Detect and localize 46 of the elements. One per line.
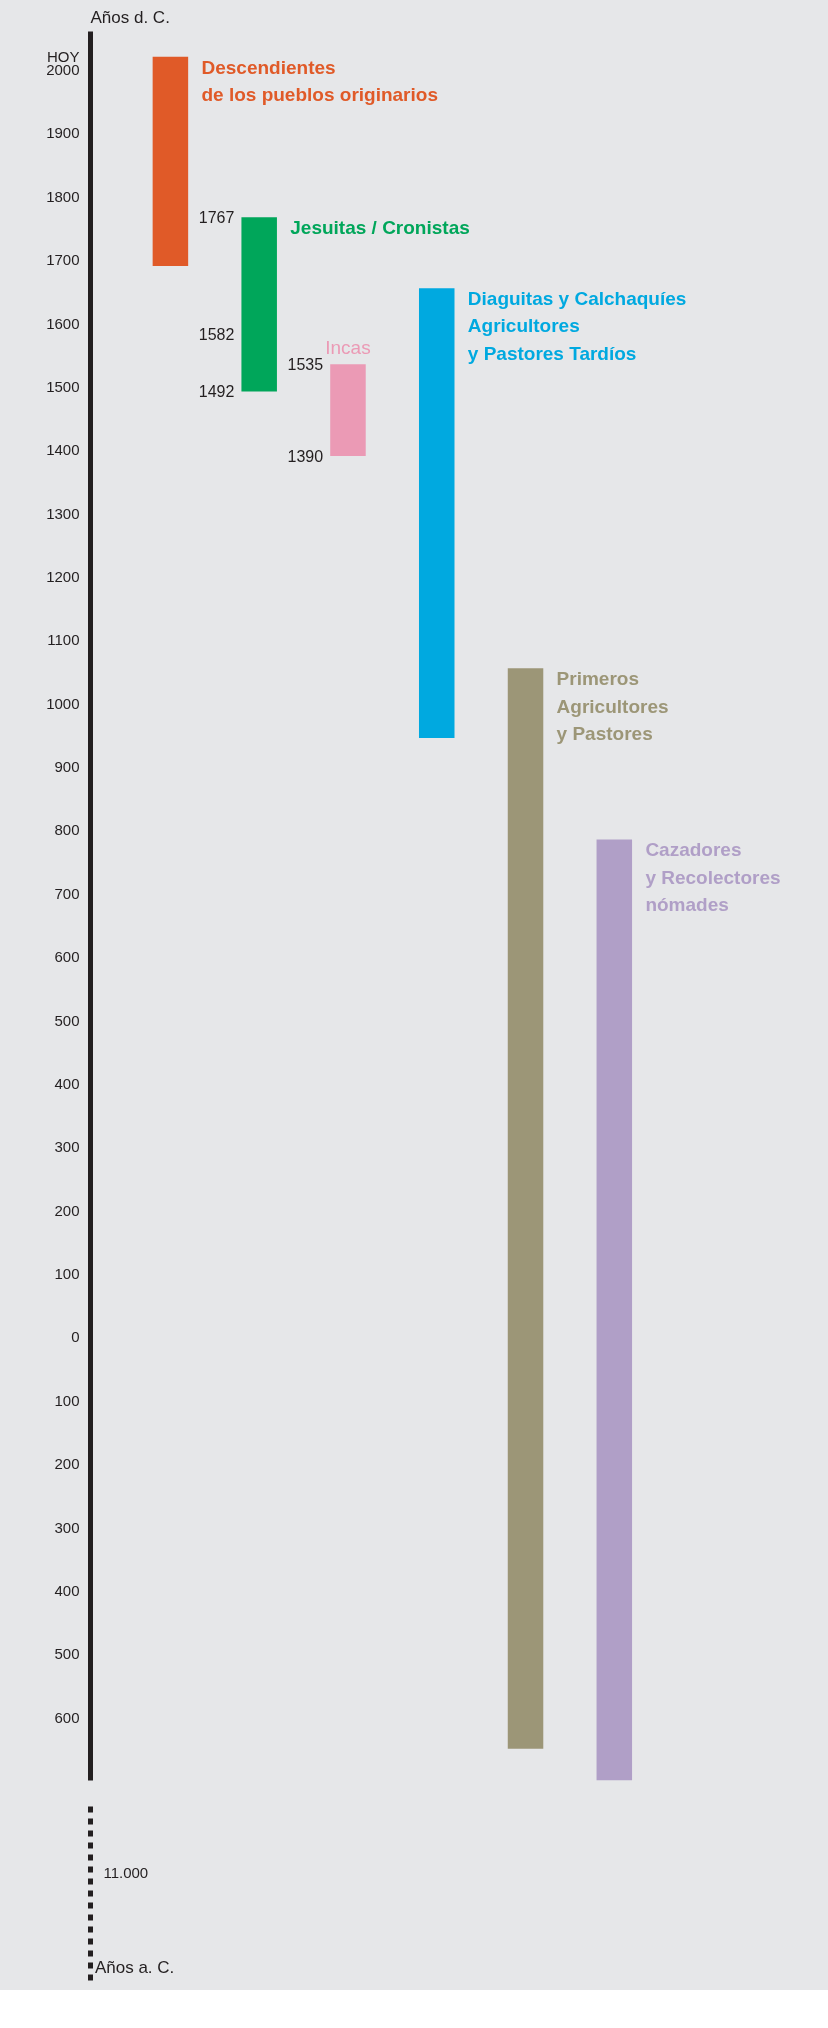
y-tick-label: 1800 (46, 187, 80, 205)
annotation: Jesuitas / Cronistas (290, 217, 470, 239)
y-tick-label: 500 (54, 1645, 80, 1663)
y-tick-label: 800 (54, 821, 80, 839)
annotation: 1492 (198, 383, 235, 401)
y-tick-label: 300 (54, 1138, 80, 1156)
text: Años a. C. (94, 1957, 175, 1977)
y-tick-label: 1600 (46, 314, 80, 332)
y-tick-label: 400 (54, 1074, 80, 1092)
bar (418, 288, 455, 739)
text: 11.000 (103, 1863, 149, 1881)
y-tick-label: 1900 (46, 124, 80, 142)
y-tick-label: 200 (54, 1201, 80, 1219)
bar (596, 839, 633, 1781)
annotation: Descendientes de los pueblos originarios (201, 56, 438, 106)
y-tick-label: 900 (54, 758, 80, 776)
y-tick-label: 200 (54, 1455, 80, 1473)
y-tick-label: 100 (54, 1265, 80, 1283)
bar (330, 364, 366, 457)
y-tick-label: 500 (54, 1011, 80, 1029)
annotation: Incas (325, 337, 371, 359)
y-tick-label: 600 (54, 1708, 80, 1726)
y-tick-label: 1000 (46, 694, 80, 712)
y-tick-label: 1700 (46, 251, 80, 269)
bar (152, 56, 189, 266)
bar (241, 217, 277, 392)
y-tick-label: 300 (54, 1518, 80, 1536)
y-tick-label: 700 (54, 884, 80, 902)
chart-title: Años d. C. (90, 7, 170, 27)
annotation: 1390 (287, 448, 324, 466)
annotation: Cazadores y Recolectores nómades (645, 839, 781, 916)
bar (507, 668, 544, 1749)
y-tick-label: 600 (54, 948, 80, 966)
annotation: 1582 (198, 325, 235, 343)
annotation: 1767 (198, 209, 235, 227)
annotation: Diaguitas y Calchaquíes Agricultores y Pastores Tardíos (467, 288, 687, 364)
y-tick-label: 1400 (46, 441, 80, 459)
y-tick-label: 0 (71, 1328, 80, 1346)
annotation: 1535 (287, 356, 324, 374)
y-tick-label: 100 (54, 1391, 80, 1409)
y-tick-label: 1200 (46, 567, 80, 585)
y-tick-label: 400 (54, 1581, 80, 1599)
annotation: Primeros Agricultores y Pastores (556, 668, 669, 744)
y-tick-label: 1100 (47, 631, 80, 649)
y-tick-label: 1300 (46, 504, 80, 522)
y-tick-label: 1500 (46, 377, 80, 395)
